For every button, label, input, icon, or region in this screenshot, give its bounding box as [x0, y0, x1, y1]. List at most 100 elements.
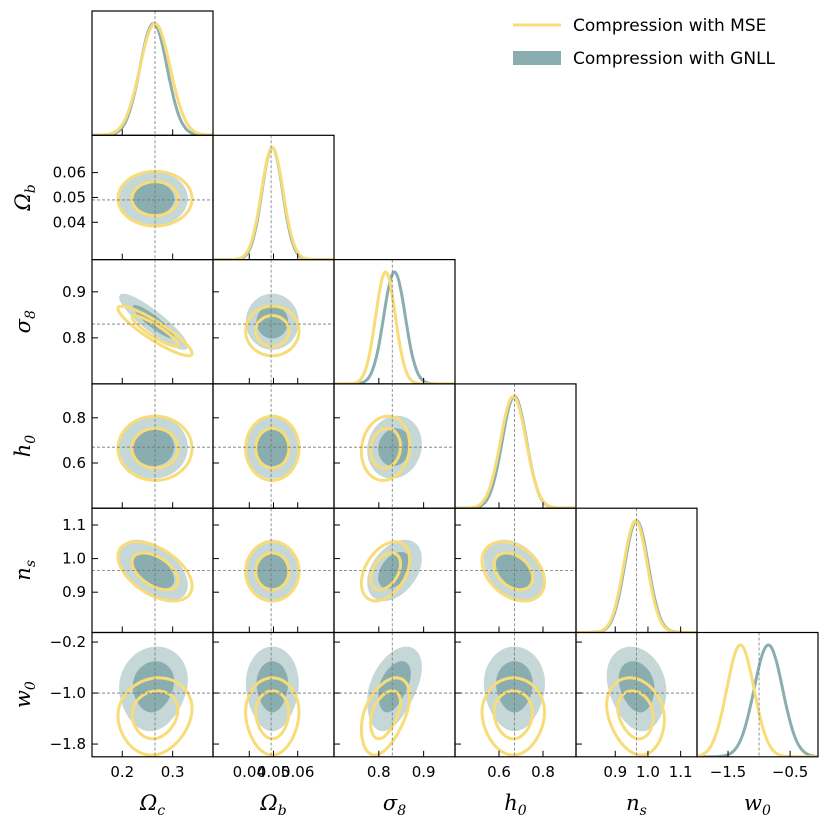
panel-content	[334, 508, 455, 633]
x-tick-label: 0.04	[233, 763, 266, 781]
legend-label-gnll: Compression with GNLL	[573, 49, 776, 69]
y-tick-label: 0.06	[53, 164, 86, 182]
contour-gnll-68	[132, 182, 175, 215]
y-tick-label: 0.8	[62, 409, 86, 427]
y-axis-label-1: Ωb	[11, 184, 39, 211]
contour-gnll-68	[132, 661, 175, 713]
x-axis-label-0: Ωc	[139, 791, 165, 819]
x-axis-label-3: h0	[504, 791, 527, 819]
panel-frame	[333, 259, 456, 385]
x-axis-label-2: σ8	[383, 791, 406, 819]
contour-mse-68	[130, 551, 180, 592]
y-tick-label: −0.2	[50, 633, 86, 651]
marginal-mse-p1	[213, 146, 334, 260]
y-axis-label-3: h0	[11, 435, 39, 458]
contour-mse-68	[254, 689, 291, 741]
marginal-gnll-p0	[92, 21, 213, 136]
panel-5-4	[575, 631, 698, 758]
y-axis-label-4: ns	[11, 560, 39, 581]
marginal-mse-p0	[92, 22, 213, 136]
panel-content	[92, 508, 213, 633]
x-tick-label: 0.8	[367, 763, 391, 781]
panel-content	[213, 383, 334, 509]
panel-content	[697, 632, 818, 757]
x-tick-label: 0.05	[257, 763, 290, 781]
contour-gnll-68	[496, 661, 533, 713]
x-tick-label: −1.5	[710, 763, 746, 781]
contour-mse-95	[605, 676, 666, 757]
panel-frame	[212, 134, 335, 261]
contour-mse-68	[254, 314, 291, 348]
contour-mse-68	[130, 180, 180, 218]
contour-mse-68	[254, 426, 291, 470]
contour-mse-95	[480, 540, 547, 603]
y-tick-label: −1.0	[50, 684, 86, 702]
panel-3-0	[91, 383, 214, 509]
contour-mse-68	[369, 551, 402, 592]
x-tick-label: 0.2	[110, 763, 134, 781]
panel-3-3	[454, 383, 577, 509]
panel-3-2	[333, 383, 456, 509]
contour-gnll-68	[378, 661, 411, 713]
marginal-gnll-p2	[334, 270, 455, 384]
x-tick-label: 0.9	[412, 763, 436, 781]
panel-4-2	[333, 507, 456, 634]
y-tick-label: 0.05	[53, 188, 86, 206]
panel-content	[213, 259, 334, 384]
panel-content	[213, 632, 334, 757]
contour-gnll-68	[256, 661, 289, 713]
contour-mse-95	[359, 414, 412, 482]
contour-mse-95	[116, 540, 194, 603]
panel-content	[334, 632, 455, 757]
contour-mse-95	[244, 304, 301, 358]
contour-gnll-68	[256, 305, 289, 339]
panel-content	[576, 508, 697, 633]
marginal-mse-p2	[334, 270, 455, 384]
panel-content	[334, 259, 455, 384]
y-tick-label: 1.0	[62, 550, 86, 568]
x-tick-label: −0.5	[772, 763, 808, 781]
panel-5-2	[333, 631, 456, 758]
marginal-mse-p5	[697, 643, 818, 757]
contour-mse-68	[130, 314, 180, 348]
contour-mse-68	[492, 689, 535, 741]
y-tick-label: −1.8	[50, 735, 86, 753]
y-tick-label: 0.6	[62, 454, 86, 472]
contour-mse-95	[116, 676, 194, 757]
contour-gnll-68	[256, 552, 289, 589]
panel-frame	[91, 10, 214, 136]
contour-mse-95	[244, 540, 301, 603]
panel-2-2	[333, 259, 456, 385]
legend-label-mse: Compression with MSE	[573, 16, 766, 36]
panel-2-1	[212, 259, 335, 385]
y-tick-label: 1.1	[62, 516, 86, 534]
panel-5-3	[454, 631, 577, 758]
y-axis-label-5: w0	[11, 681, 39, 708]
panel-content	[455, 632, 576, 757]
panel-frame	[454, 383, 577, 509]
panel-5-5	[696, 631, 819, 758]
panel-5-1	[212, 631, 335, 758]
contour-mse-95	[116, 304, 194, 358]
marginal-mse-p3	[455, 394, 576, 509]
panel-0-0	[91, 10, 214, 136]
y-tick-label: 0.8	[62, 329, 86, 347]
x-tick-label: 0.8	[531, 763, 555, 781]
x-tick-label: 0.6	[487, 763, 511, 781]
panel-4-4	[575, 507, 698, 634]
panel-4-0	[91, 507, 214, 634]
contour-mse-68	[369, 689, 402, 741]
panel-content	[576, 632, 697, 757]
panel-content	[92, 259, 213, 384]
panel-4-3	[454, 507, 577, 634]
contour-gnll-68	[256, 428, 289, 467]
panel-content	[455, 508, 576, 633]
contour-mse-95	[116, 169, 194, 228]
x-tick-label: 1.0	[636, 763, 660, 781]
y-tick-label: 0.9	[62, 283, 86, 301]
panel-frame	[696, 631, 819, 758]
panel-3-1	[212, 383, 335, 509]
y-tick-label: 0.04	[53, 213, 86, 231]
x-axis-label-1: Ωb	[259, 791, 286, 819]
